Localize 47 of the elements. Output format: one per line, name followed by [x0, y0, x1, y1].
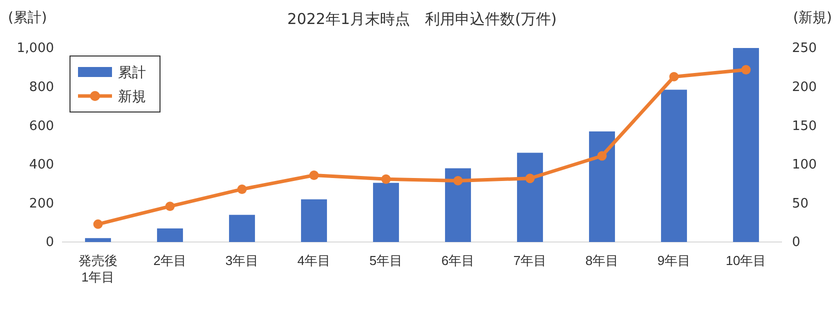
point	[597, 151, 607, 161]
bar	[229, 214, 255, 242]
bar	[661, 90, 687, 242]
point	[381, 174, 391, 184]
bar	[733, 48, 759, 242]
y2-tick-label: 0	[792, 235, 800, 250]
bar	[589, 131, 615, 242]
bar	[517, 152, 543, 242]
point	[741, 65, 751, 74]
legend-label: 新規	[118, 88, 146, 105]
point	[93, 219, 103, 229]
x-tick-label: 8年目	[585, 253, 619, 268]
y-tick-label: 800	[29, 80, 54, 95]
y2-axis-title: (新規)	[793, 10, 832, 26]
y2-tick-label: 150	[792, 118, 817, 134]
point	[525, 174, 535, 184]
x-tick-label: 7年目	[513, 253, 547, 268]
legend-label: 累計	[118, 64, 146, 81]
bar	[373, 182, 399, 242]
x-tick-label: 4年目	[297, 253, 331, 268]
x-tick-label: 6年目	[441, 253, 475, 268]
y-tick-label: 600	[29, 118, 54, 134]
x-tick-label: 2年目	[153, 253, 187, 268]
point	[309, 170, 319, 180]
bar	[445, 168, 471, 242]
bar	[157, 228, 183, 242]
point	[237, 184, 247, 194]
x-tick-label: 発売後 1年目	[78, 253, 118, 284]
y-tick-label: 0	[46, 235, 54, 250]
y-axis-title: (累計)	[8, 10, 47, 26]
x-tick-label: 9年目	[657, 253, 691, 268]
y-tick-label: 400	[29, 158, 54, 173]
point	[165, 202, 175, 212]
point	[669, 72, 679, 82]
x-tick-label: 10年目	[726, 253, 766, 268]
bar	[85, 238, 111, 242]
y2-tick-label: 50	[792, 196, 809, 212]
y2-tick-label: 250	[792, 41, 817, 56]
y-tick-label: 1,000	[16, 41, 54, 56]
y2-tick-label: 200	[792, 80, 817, 95]
bar	[301, 199, 327, 242]
x-tick-label: 5年目	[369, 253, 403, 268]
point	[453, 176, 463, 186]
y2-tick-label: 100	[792, 158, 817, 173]
chart-title: 2022年1月末時点 利用申込件数(万件)	[287, 10, 557, 28]
y-tick-label: 200	[29, 196, 54, 212]
x-tick-label: 3年目	[225, 253, 259, 268]
